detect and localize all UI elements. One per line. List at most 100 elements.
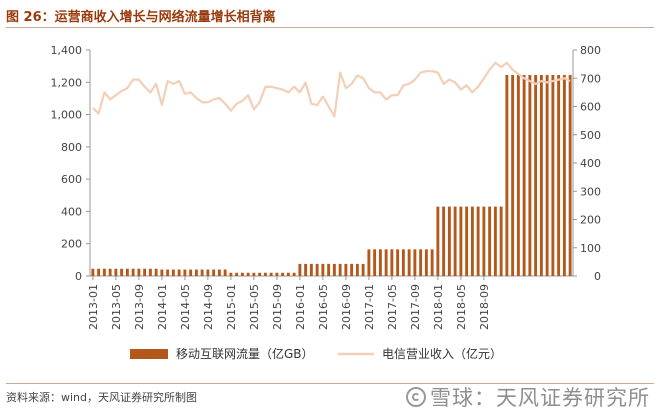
- x-tick-label: 2016-09: [340, 284, 353, 330]
- bar-mark: [298, 263, 302, 276]
- left-tick-label: 1,000: [51, 109, 83, 122]
- right-tick-label: 600: [580, 101, 601, 114]
- x-tick-label: 2015-01: [225, 284, 238, 330]
- bar-mark: [114, 268, 118, 276]
- left-tick-label: 600: [61, 173, 82, 186]
- x-tick-label: 2013-05: [110, 284, 123, 330]
- bar-mark: [321, 263, 325, 276]
- bar-mark: [424, 249, 428, 276]
- bar-mark: [258, 272, 262, 276]
- bar-mark: [367, 249, 371, 276]
- bar-mark: [568, 75, 572, 277]
- snowball-logo-icon: [406, 387, 426, 407]
- bar-mark: [281, 272, 285, 276]
- bar-mark: [384, 249, 388, 276]
- x-tick-label: 2016-01: [294, 284, 307, 330]
- legend: 移动互联网流量（亿GB） 电信营业收入（亿元）: [130, 346, 502, 361]
- left-tick-label: 1,200: [51, 76, 83, 89]
- bar-mark: [350, 263, 354, 276]
- right-tick-label: 500: [580, 129, 601, 142]
- bar-mark: [108, 268, 112, 276]
- bar-mark: [143, 268, 147, 276]
- bar-mark: [413, 249, 417, 276]
- bar-mark: [194, 269, 198, 276]
- left-tick-label: 200: [61, 238, 82, 251]
- right-tick-label: 100: [580, 242, 601, 255]
- source-note: 资料来源：wind，天风证券研究所制图: [6, 391, 198, 404]
- bar-mark: [252, 272, 256, 276]
- left-tick-label: 400: [61, 205, 82, 218]
- legend-line-label: 电信营业收入（亿元）: [382, 346, 502, 361]
- bar-mark: [246, 272, 250, 276]
- bar-mark: [396, 249, 400, 276]
- x-tick-label: 2018-01: [432, 284, 445, 330]
- bar-mark: [539, 75, 543, 277]
- bar-mark: [223, 269, 227, 276]
- figure-title: 图 26：运营商收入增长与网络流量增长相背离: [6, 10, 276, 25]
- bar-mark: [160, 269, 164, 276]
- bar-mark: [373, 249, 377, 276]
- left-tick-label: 1,400: [51, 44, 83, 57]
- watermark-text: 雪球：天风证券研究所: [430, 386, 650, 410]
- bar-mark: [493, 206, 497, 276]
- revenue-line: [92, 61, 571, 118]
- bar-mark: [390, 249, 394, 276]
- bar-mark: [355, 263, 359, 276]
- x-tick-label: 2017-01: [363, 284, 376, 330]
- x-tick-label: 2014-01: [156, 284, 169, 330]
- legend-bar-label: 移动互联网流量（亿GB）: [176, 346, 314, 361]
- bar-mark: [263, 272, 267, 276]
- footer-divider: [6, 383, 654, 384]
- bar-mark: [189, 269, 193, 276]
- bar-mark: [177, 269, 181, 276]
- bar-mark: [528, 75, 532, 277]
- left-axis: 0 200 400 600 800 1,000 1,200 1,400: [51, 44, 90, 283]
- bar-mark: [453, 206, 457, 276]
- bar-mark: [505, 75, 509, 277]
- bar-mark: [166, 269, 170, 276]
- bar-mark: [292, 272, 296, 276]
- bar-mark: [459, 206, 463, 276]
- bar-mark: [183, 269, 187, 276]
- bar-mark: [465, 206, 469, 276]
- bar-mark: [419, 249, 423, 276]
- right-tick-label: 800: [580, 44, 601, 57]
- x-tick-label: 2017-05: [386, 284, 399, 330]
- bar-mark: [217, 269, 221, 276]
- right-tick-label: 200: [580, 214, 601, 227]
- right-tick-label: 400: [580, 157, 601, 170]
- bar-mark: [137, 268, 141, 276]
- bar-mark: [378, 249, 382, 276]
- bar-mark: [154, 268, 158, 276]
- bar-mark: [125, 268, 129, 276]
- left-tick-label: 0: [75, 270, 82, 283]
- bar-mark: [212, 269, 216, 276]
- bar-mark: [470, 206, 474, 276]
- bar-mark: [516, 75, 520, 277]
- bar-mark: [229, 272, 233, 276]
- bar-mark: [557, 75, 561, 277]
- x-tick-label: 2014-09: [202, 284, 215, 330]
- bar-mark: [442, 206, 446, 276]
- bar-mark: [102, 268, 106, 276]
- x-tick-label: 2015-05: [248, 284, 261, 330]
- bar-mark: [430, 249, 434, 276]
- bar-mark: [235, 272, 239, 276]
- bar-mark: [436, 206, 440, 276]
- right-axis: 0 100 200 300 400 500 600 700 800: [573, 44, 601, 283]
- plot-area: [89, 50, 574, 277]
- bar-mark: [275, 272, 279, 276]
- bar-mark: [338, 263, 342, 276]
- right-tick-label: 300: [580, 185, 601, 198]
- x-tick-label: 2018-05: [455, 284, 468, 330]
- title-divider: [6, 27, 654, 28]
- bar-mark: [511, 75, 515, 277]
- left-tick-label: 800: [61, 141, 82, 154]
- bar-mark: [499, 206, 503, 276]
- x-tick-label: 2013-01: [87, 284, 100, 330]
- bar-mark: [447, 206, 451, 276]
- bar-mark: [148, 268, 152, 276]
- bar-mark: [476, 206, 480, 276]
- x-tick-label: 2017-09: [409, 284, 422, 330]
